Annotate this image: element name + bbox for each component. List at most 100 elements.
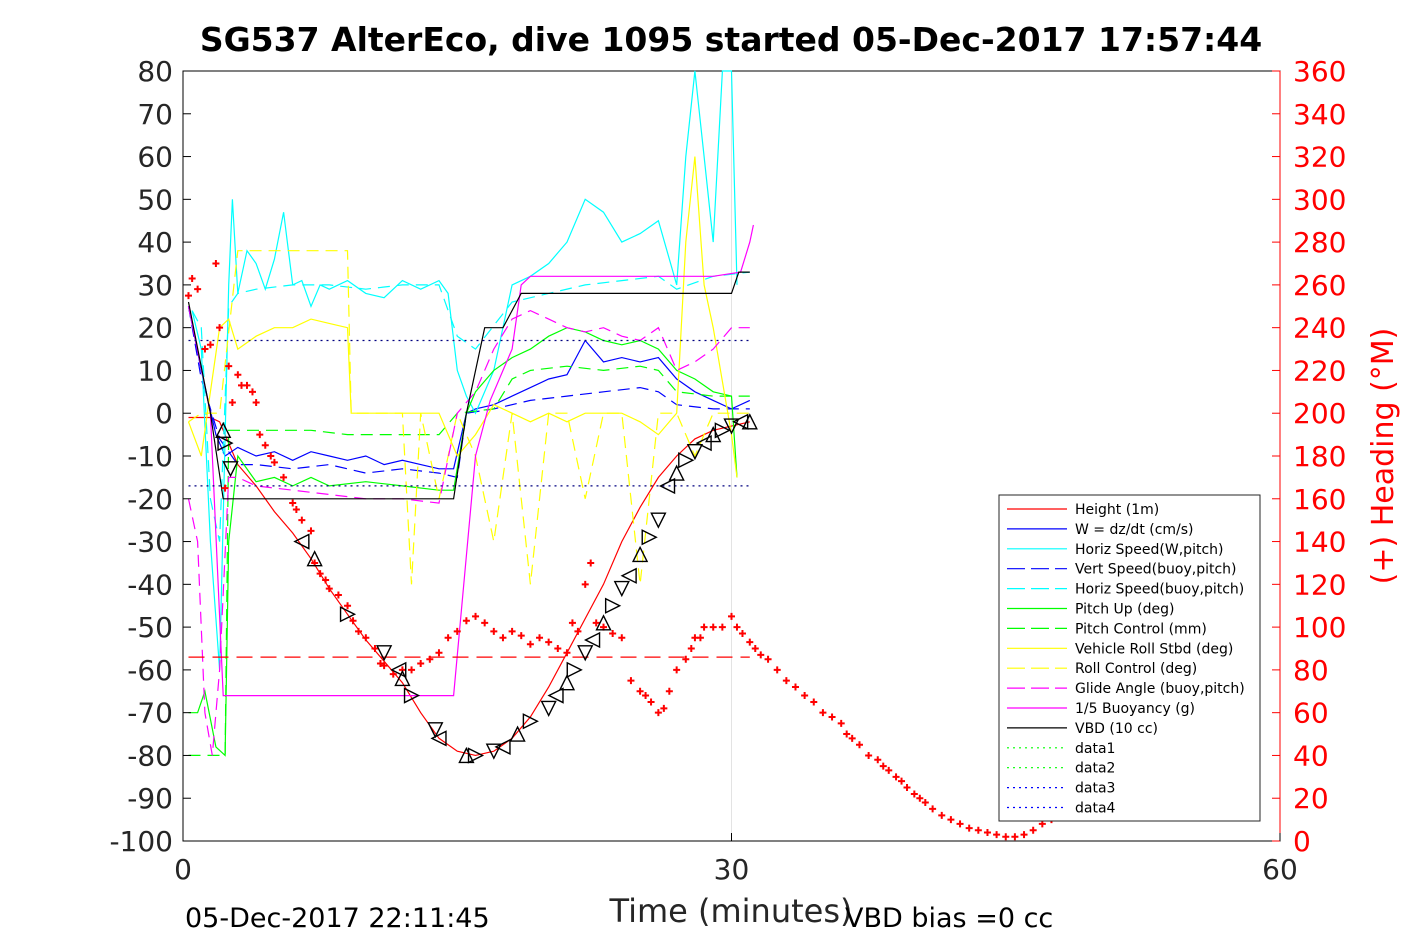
heading-marker bbox=[1002, 833, 1010, 841]
y-right-tick-label: 200 bbox=[1293, 397, 1346, 430]
y-axis-right: 3603403203002802602402202001801601401201… bbox=[1272, 55, 1346, 858]
series-line-0 bbox=[188, 416, 750, 757]
triangle-marker bbox=[540, 700, 557, 717]
heading-marker bbox=[355, 627, 363, 635]
triangle-marker bbox=[522, 713, 539, 730]
triangle-marker bbox=[668, 464, 685, 481]
heading-marker bbox=[921, 799, 929, 806]
heading-marker bbox=[696, 634, 704, 642]
heading-marker bbox=[292, 505, 300, 513]
triangle-marker bbox=[714, 422, 731, 439]
triangle-marker bbox=[741, 413, 758, 430]
y-right-tick-label: 180 bbox=[1293, 440, 1346, 473]
x-axis: 0 30 60 bbox=[174, 833, 1298, 886]
heading-marker bbox=[362, 634, 370, 642]
heading-marker bbox=[1029, 826, 1037, 834]
heading-marker bbox=[188, 274, 196, 282]
triangle-marker bbox=[631, 545, 649, 563]
heading-marker bbox=[201, 345, 209, 353]
y-tick-label: -90 bbox=[127, 782, 173, 815]
triangle-marker bbox=[678, 452, 695, 469]
y-right-tick-label: 20 bbox=[1293, 782, 1329, 815]
triangle-marker bbox=[547, 687, 564, 704]
series-line-11 bbox=[187, 271, 750, 500]
heading-marker bbox=[642, 692, 650, 700]
heading-marker bbox=[417, 659, 425, 667]
heading-marker bbox=[837, 719, 845, 727]
heading-marker bbox=[499, 634, 507, 642]
heading-marker bbox=[654, 709, 662, 717]
heading-marker bbox=[221, 484, 229, 492]
triangle-marker bbox=[658, 477, 676, 495]
y-tick-label: 30 bbox=[137, 269, 173, 302]
heading-marker bbox=[389, 670, 397, 678]
y-right-tick-label: 340 bbox=[1293, 98, 1346, 131]
y-right-tick-label: 120 bbox=[1293, 568, 1346, 601]
heading-marker bbox=[728, 612, 735, 620]
heading-marker bbox=[206, 341, 214, 349]
heading-marker bbox=[865, 751, 873, 759]
y-tick-label: -70 bbox=[127, 697, 173, 730]
triangle-marker bbox=[339, 606, 357, 623]
y-right-tick-label: 360 bbox=[1293, 55, 1346, 88]
triangle-marker bbox=[306, 550, 323, 567]
heading-marker bbox=[751, 645, 759, 652]
heading-marker bbox=[700, 623, 708, 631]
heading-marker bbox=[536, 634, 544, 642]
legend-label: Roll Control (deg) bbox=[1075, 661, 1197, 677]
heading-marker bbox=[1020, 831, 1028, 839]
heading-marker bbox=[810, 698, 818, 706]
y-right-tick-label: 160 bbox=[1293, 483, 1346, 516]
heading-marker bbox=[228, 399, 236, 407]
triangle-marker bbox=[375, 645, 393, 662]
y-right-tick-label: 240 bbox=[1293, 312, 1346, 345]
marker-layer bbox=[215, 413, 758, 764]
heading-marker bbox=[426, 655, 434, 663]
heading-marker bbox=[212, 260, 220, 267]
heading-marker bbox=[568, 619, 576, 627]
triangle-marker bbox=[293, 533, 310, 550]
heading-marker bbox=[947, 816, 955, 824]
y-tick-label: 60 bbox=[137, 141, 173, 174]
heading-marker bbox=[718, 623, 726, 631]
triangle-marker bbox=[705, 426, 722, 443]
y-tick-label: -30 bbox=[127, 526, 173, 559]
legend-label: 1/5 Buoyancy (g) bbox=[1075, 701, 1195, 717]
heading-marker bbox=[757, 651, 765, 659]
heading-marker bbox=[234, 371, 242, 379]
legend-label: Vehicle Roll Stbd (deg) bbox=[1075, 641, 1233, 657]
y-tick-label: 70 bbox=[137, 98, 173, 131]
triangle-marker bbox=[695, 435, 712, 452]
triangle-marker bbox=[583, 631, 601, 649]
y-tick-label: -100 bbox=[109, 825, 173, 858]
heading-marker bbox=[916, 794, 924, 802]
heading-marker bbox=[885, 766, 893, 774]
series-line-9 bbox=[187, 309, 750, 756]
heading-marker bbox=[1038, 820, 1046, 828]
heading-marker bbox=[261, 441, 269, 449]
heading-marker bbox=[252, 399, 260, 407]
y-tick-label: -60 bbox=[127, 654, 173, 687]
heading-marker bbox=[782, 677, 790, 685]
triangle-marker bbox=[394, 669, 411, 687]
heading-marker bbox=[660, 704, 668, 712]
heading-marker bbox=[444, 634, 452, 642]
heading-marker bbox=[993, 831, 1001, 839]
heading-marker bbox=[682, 655, 690, 663]
triangle-marker bbox=[494, 738, 511, 756]
series-line-6 bbox=[188, 365, 750, 757]
heading-marker bbox=[581, 580, 589, 588]
heading-marker bbox=[307, 527, 315, 535]
heading-marker bbox=[733, 623, 741, 631]
heading-marker bbox=[855, 741, 863, 749]
heading-marker bbox=[194, 285, 202, 293]
heading-marker bbox=[574, 627, 582, 635]
legend-label: Height (1m) bbox=[1075, 502, 1159, 518]
triangle-marker bbox=[222, 461, 239, 478]
heading-marker bbox=[248, 388, 256, 396]
triangle-marker bbox=[485, 743, 502, 760]
triangle-marker bbox=[558, 674, 576, 691]
heading-marker bbox=[983, 828, 991, 836]
heading-marker bbox=[910, 790, 918, 798]
heading-marker bbox=[874, 756, 882, 764]
